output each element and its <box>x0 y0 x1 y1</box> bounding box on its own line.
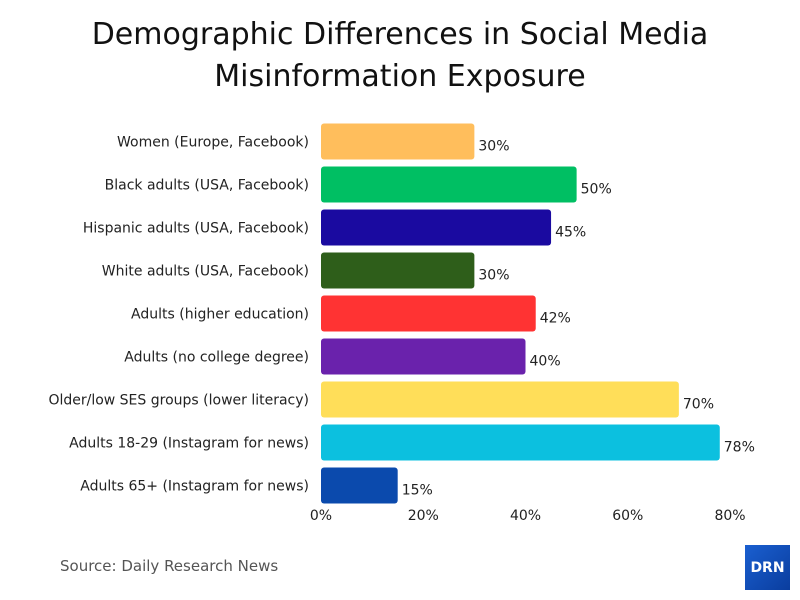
category-label: Women (Europe, Facebook) <box>117 135 309 151</box>
title-line-2: Misinformation Exposure <box>214 59 586 94</box>
bar <box>321 209 552 246</box>
data-label: 30% <box>478 139 509 155</box>
x-tick-label: 0% <box>310 508 332 524</box>
drn-logo: DRN <box>745 545 790 590</box>
x-tick-label: 20% <box>408 508 439 524</box>
bar <box>321 295 536 332</box>
source-text: Source: Daily Research News <box>60 557 279 575</box>
category-label: Hispanic adults (USA, Facebook) <box>83 221 309 237</box>
x-tick-label: 60% <box>612 508 643 524</box>
data-label: 40% <box>530 354 561 370</box>
bar <box>321 123 475 160</box>
category-label: Adults 65+ (Instagram for news) <box>80 479 309 495</box>
category-label: Black adults (USA, Facebook) <box>105 178 309 194</box>
data-label: 70% <box>683 397 714 413</box>
title-line-1: Demographic Differences in Social Media <box>91 17 709 52</box>
category-label: Adults 18-29 (Instagram for news) <box>69 436 309 452</box>
bar <box>321 338 526 375</box>
data-label: 15% <box>402 483 433 499</box>
bar <box>321 166 577 203</box>
x-tick-label: 80% <box>714 508 745 524</box>
bar <box>321 381 679 418</box>
data-label: 42% <box>540 311 571 327</box>
category-label: Adults (higher education) <box>131 307 309 323</box>
chart-title: Demographic Differences in Social Media … <box>0 14 800 98</box>
bar <box>321 467 398 504</box>
category-label: Adults (no college degree) <box>124 350 309 366</box>
x-tick-label: 40% <box>510 508 541 524</box>
data-label: 30% <box>478 268 509 284</box>
category-label: Older/low SES groups (lower literacy) <box>48 393 309 409</box>
bar <box>321 424 720 461</box>
data-label: 78% <box>724 440 755 456</box>
bar <box>321 252 475 289</box>
category-label: White adults (USA, Facebook) <box>102 264 309 280</box>
data-label: 45% <box>555 225 586 241</box>
data-label: 50% <box>581 182 612 198</box>
